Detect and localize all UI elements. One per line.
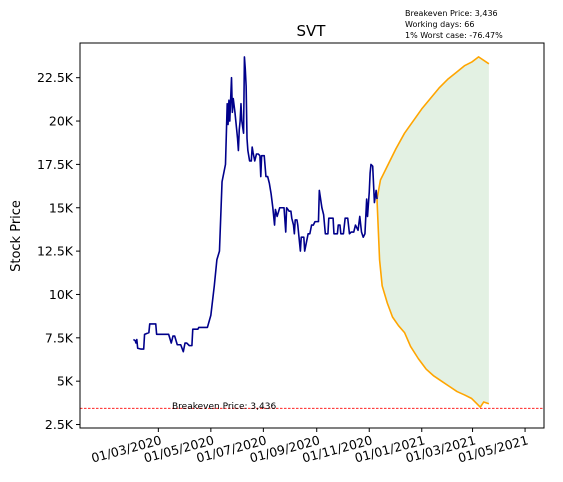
y-tick-label: 2.5K xyxy=(45,417,74,432)
info-line: Breakeven Price: 3,436 xyxy=(405,9,498,18)
price-history-line xyxy=(133,56,378,353)
plot-frame xyxy=(79,42,545,429)
info-line: 1% Worst case: -76.47% xyxy=(405,31,503,40)
forecast-band-area xyxy=(376,56,489,408)
y-tick-label: 5K xyxy=(57,374,74,389)
breakeven-annotation: Breakeven Price: 3,436 xyxy=(172,402,276,412)
forecast-upper-line xyxy=(376,56,490,200)
y-tick-label: 22.5K xyxy=(37,70,74,85)
y-tick-label: 17.5K xyxy=(37,157,74,172)
y-axis: 2.5K 5K 7.5K 10K 12.5K 15K 17.5K 20K 22.5K xyxy=(37,70,80,432)
forecast-band xyxy=(376,56,489,408)
y-tick-label: 15K xyxy=(49,200,74,215)
forecast-lower-line xyxy=(376,199,490,408)
chart-title: SVT xyxy=(297,22,327,40)
x-axis: 01/03/202001/05/202001/07/202001/09/2020… xyxy=(90,428,530,466)
series-lines xyxy=(133,56,490,408)
info-box: Breakeven Price: 3,436 Working days: 66 1%… xyxy=(405,9,503,40)
y-tick-label: 20K xyxy=(49,114,74,129)
y-tick-label: 12.5K xyxy=(37,244,74,259)
y-tick-label: 7.5K xyxy=(45,330,74,345)
info-line: Working days: 66 xyxy=(405,20,474,29)
y-axis-title: Stock Price xyxy=(9,200,24,272)
y-tick-label: 10K xyxy=(49,287,74,302)
